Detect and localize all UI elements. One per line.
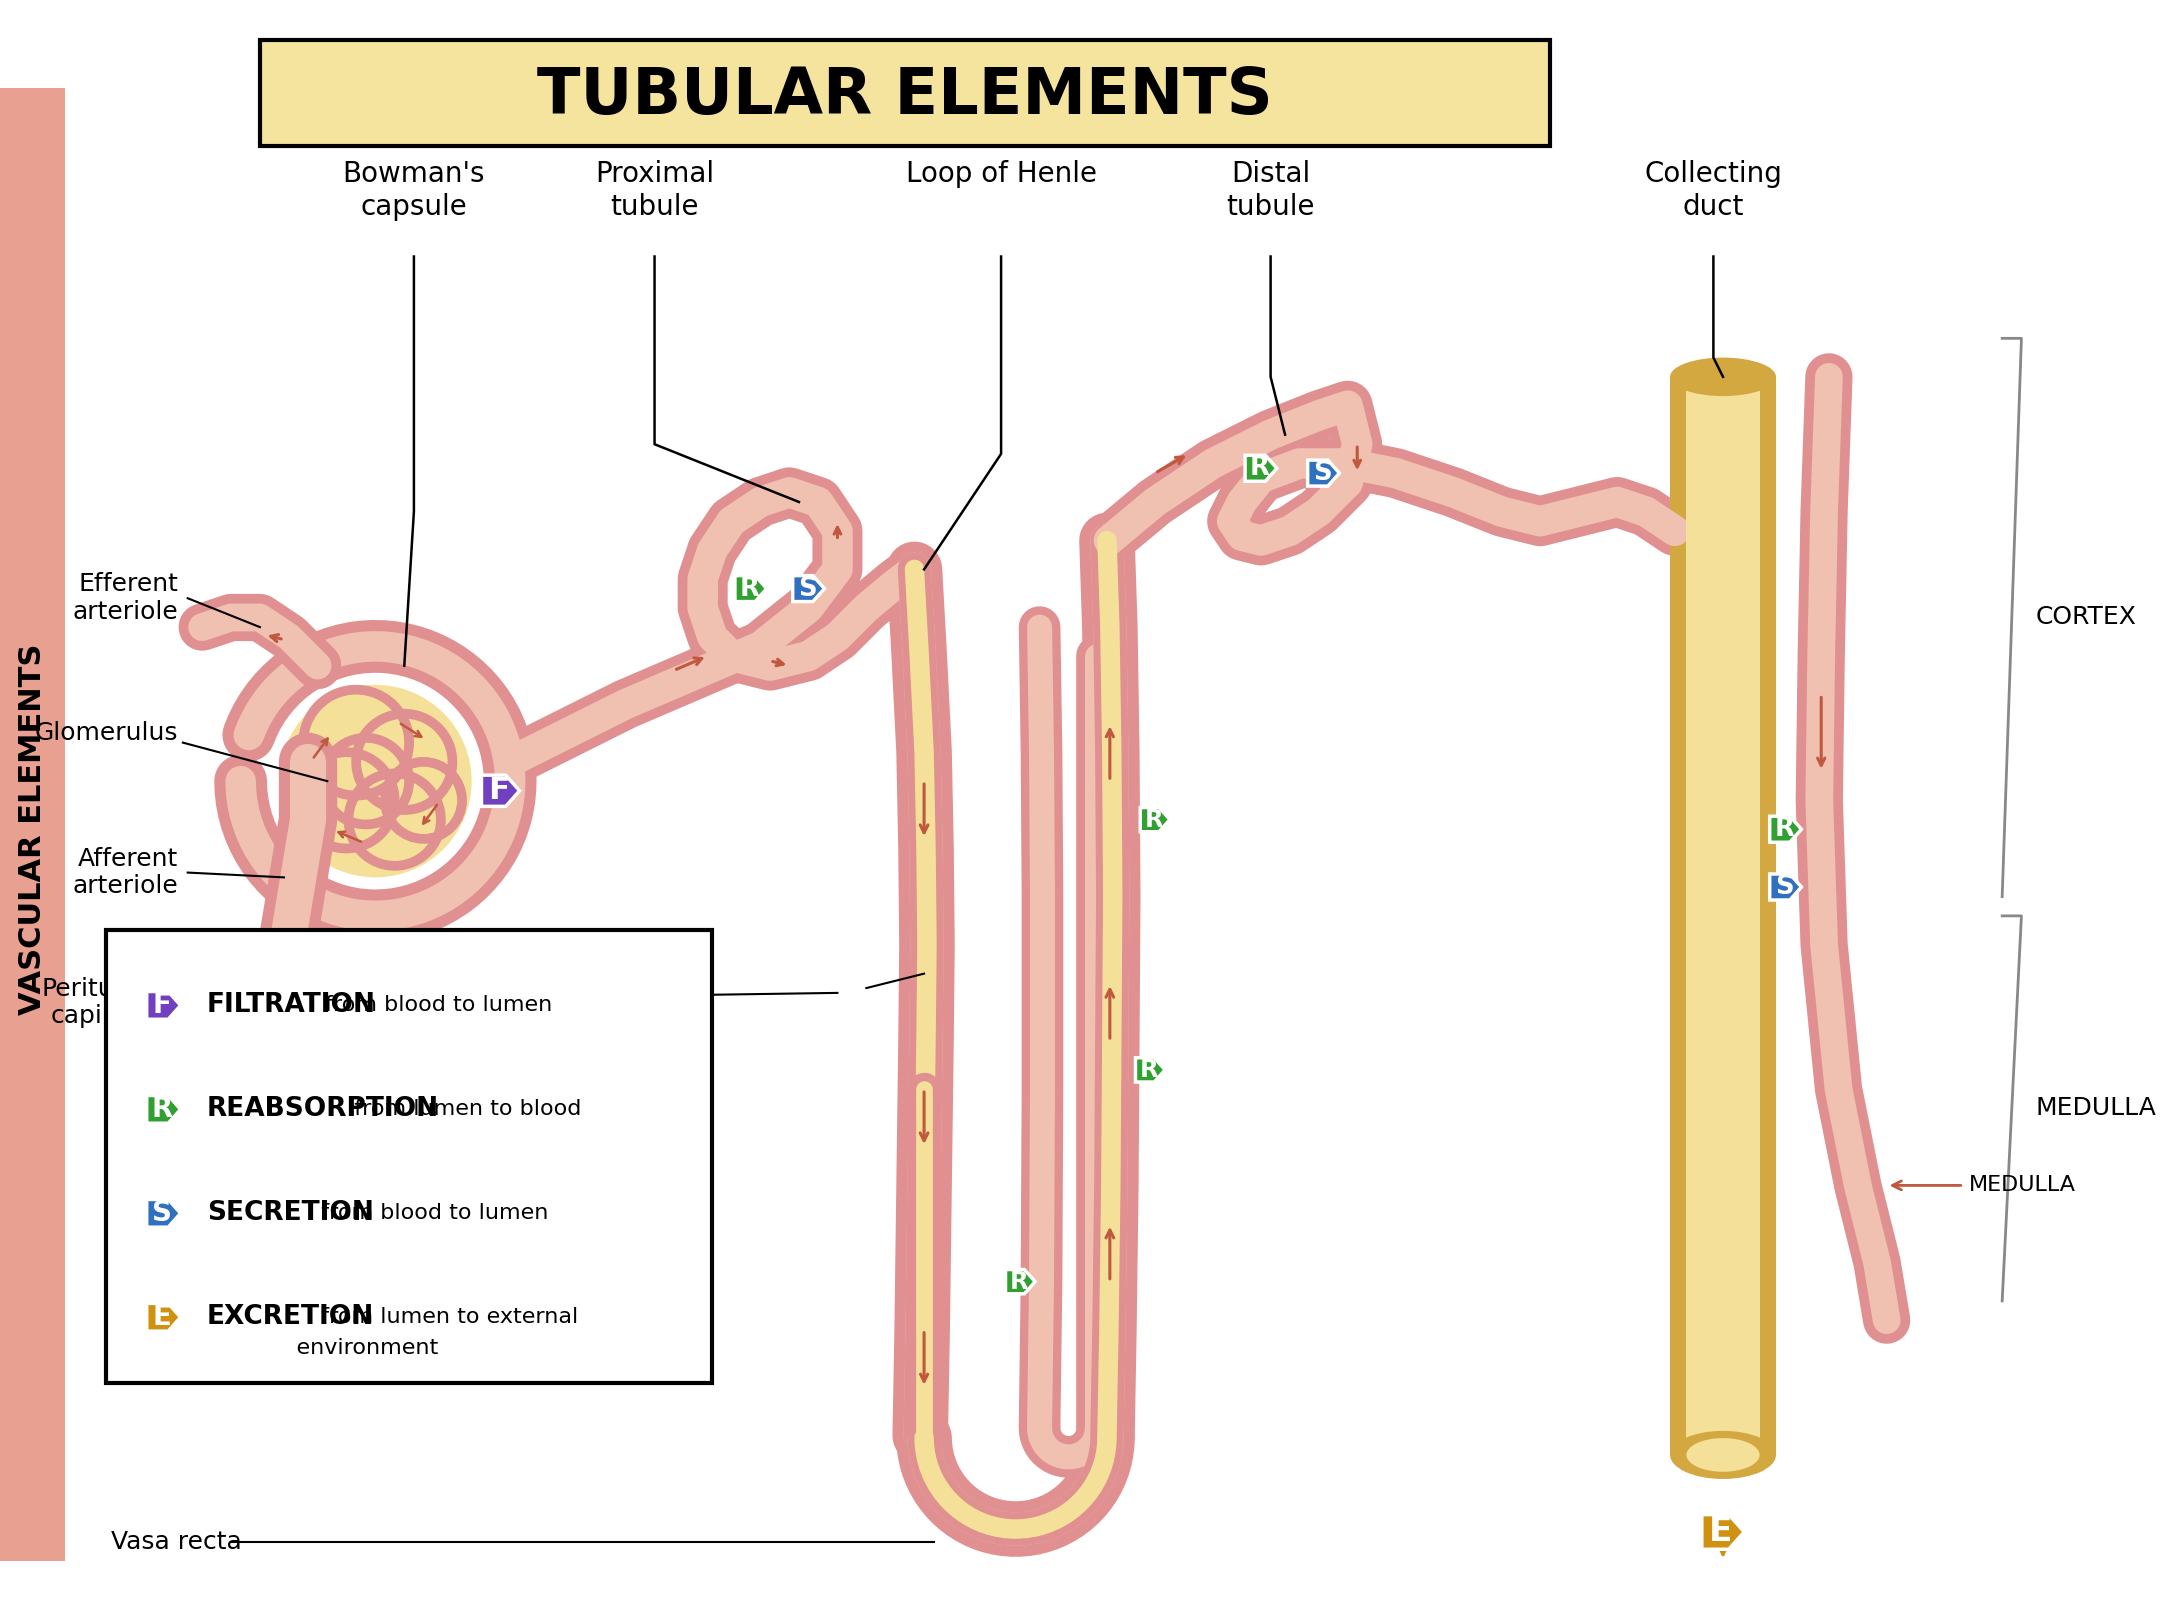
- Text: F: F: [488, 776, 510, 805]
- Text: EXCRETION: EXCRETION: [207, 1304, 374, 1330]
- Text: VASCULAR ELEMENTS: VASCULAR ELEMENTS: [17, 643, 48, 1016]
- Text: Glomerulus: Glomerulus: [35, 721, 177, 745]
- Text: R: R: [1140, 1058, 1158, 1082]
- Text: Peritubular
capillaries: Peritubular capillaries: [41, 977, 177, 1029]
- Polygon shape: [1140, 807, 1171, 831]
- Text: Bowman's
capsule: Bowman's capsule: [343, 160, 486, 220]
- Polygon shape: [734, 575, 767, 601]
- Text: R: R: [1009, 1270, 1028, 1294]
- Text: S: S: [797, 575, 816, 601]
- Polygon shape: [1702, 1515, 1743, 1549]
- Polygon shape: [147, 1095, 181, 1123]
- Text: from blood to lumen: from blood to lumen: [307, 1204, 549, 1223]
- Text: R: R: [1145, 808, 1162, 831]
- Text: F: F: [153, 991, 171, 1019]
- Bar: [259, 40, 1549, 146]
- Text: S: S: [1313, 460, 1331, 486]
- Polygon shape: [793, 575, 825, 601]
- Text: environment: environment: [268, 1338, 438, 1358]
- Polygon shape: [1244, 455, 1277, 481]
- Ellipse shape: [190, 1047, 242, 1084]
- Text: R: R: [1251, 455, 1270, 481]
- Bar: [1687, 377, 1760, 1455]
- FancyBboxPatch shape: [106, 930, 713, 1383]
- Text: R: R: [1773, 816, 1795, 842]
- Text: Distal
tubule: Distal tubule: [1227, 160, 1315, 220]
- Text: MEDULLA: MEDULLA: [1968, 1176, 2076, 1196]
- Text: R: R: [739, 575, 760, 601]
- Text: MEDULLA: MEDULLA: [2037, 1097, 2156, 1121]
- Text: TUBULAR ELEMENTS: TUBULAR ELEMENTS: [538, 65, 1272, 126]
- Ellipse shape: [1670, 1430, 1776, 1479]
- Text: S: S: [151, 1199, 173, 1228]
- Text: from blood to lumen: from blood to lumen: [318, 995, 553, 1016]
- Ellipse shape: [279, 685, 471, 878]
- Polygon shape: [1769, 816, 1801, 842]
- Polygon shape: [147, 1304, 181, 1332]
- Polygon shape: [1307, 460, 1339, 486]
- Text: Proximal
tubule: Proximal tubule: [594, 160, 715, 220]
- Text: E: E: [153, 1302, 171, 1332]
- Polygon shape: [1136, 1058, 1164, 1082]
- Text: Vasa recta: Vasa recta: [110, 1529, 242, 1554]
- Text: R: R: [151, 1095, 173, 1123]
- Text: FILTRATION: FILTRATION: [207, 993, 376, 1019]
- Bar: [0, 87, 65, 1560]
- Text: S: S: [1776, 875, 1793, 901]
- Text: from lumen to blood: from lumen to blood: [339, 1100, 581, 1119]
- Text: Loop of Henle: Loop of Henle: [905, 160, 1097, 188]
- Ellipse shape: [1670, 358, 1776, 397]
- Polygon shape: [482, 774, 521, 807]
- Text: Efferent
arteriole: Efferent arteriole: [71, 572, 177, 624]
- Text: E: E: [1709, 1515, 1732, 1549]
- Text: from lumen to external: from lumen to external: [307, 1307, 579, 1327]
- Text: Afferent
arteriole: Afferent arteriole: [71, 847, 177, 899]
- Text: SECRETION: SECRETION: [207, 1200, 374, 1226]
- Polygon shape: [1007, 1270, 1035, 1294]
- Polygon shape: [147, 991, 181, 1019]
- Polygon shape: [147, 1199, 181, 1228]
- Bar: [1670, 377, 1776, 1455]
- Text: REABSORPTION: REABSORPTION: [207, 1097, 438, 1123]
- Text: Collecting
duct: Collecting duct: [1644, 160, 1782, 220]
- Text: CORTEX: CORTEX: [2037, 606, 2136, 630]
- Ellipse shape: [199, 1055, 233, 1076]
- Ellipse shape: [1687, 1439, 1760, 1473]
- Polygon shape: [1769, 875, 1801, 901]
